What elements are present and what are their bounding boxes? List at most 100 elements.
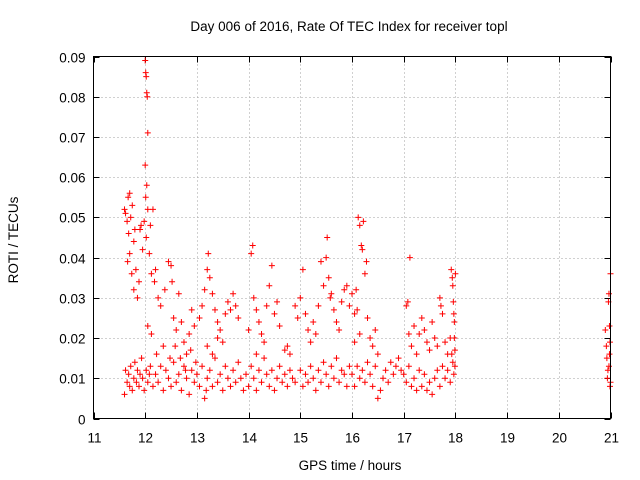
data-point [359, 246, 366, 253]
data-point [135, 278, 142, 285]
data-point [447, 379, 454, 386]
data-point [214, 335, 221, 342]
data-point [248, 363, 255, 370]
data-point [183, 375, 190, 382]
data-point [292, 302, 299, 309]
data-point [206, 274, 213, 281]
x-tick-labels: 11 12 13 14 15 16 17 18 19 20 21 [87, 431, 619, 446]
data-point [157, 302, 164, 309]
data-point [354, 363, 361, 370]
data-point [323, 254, 330, 261]
data-point [274, 298, 281, 305]
data-point [124, 379, 131, 386]
data-point [152, 371, 159, 378]
data-point [315, 367, 322, 374]
data-point [182, 367, 189, 374]
data-point [245, 383, 252, 390]
x-axis-label: GPS time / hours [299, 458, 402, 473]
x-tick-label: 15 [293, 431, 308, 446]
data-point [126, 190, 133, 197]
data-point [168, 262, 175, 269]
y-tick-label: 0.08 [59, 91, 85, 106]
data-point [317, 379, 324, 386]
data-point [205, 250, 212, 257]
data-point [281, 371, 288, 378]
data-point [405, 363, 412, 370]
data-point [144, 322, 151, 329]
data-point [151, 278, 158, 285]
data-point [436, 383, 443, 390]
data-point [364, 314, 371, 321]
data-point [418, 314, 425, 321]
data-point [284, 343, 291, 350]
data-point [132, 266, 139, 273]
data-point [173, 379, 180, 386]
data-point [312, 387, 319, 394]
data-point [330, 375, 337, 382]
data-point [312, 331, 319, 338]
data-point [178, 318, 185, 325]
y-tick-label: 0.06 [59, 171, 85, 186]
data-point [203, 387, 210, 394]
data-point [359, 367, 366, 374]
data-point [149, 383, 156, 390]
y-tick-labels: 0 0.01 0.02 0.03 0.04 0.05 0.06 0.07 0.08 0.09 [59, 51, 86, 428]
data-point [302, 371, 309, 378]
data-point [431, 335, 438, 342]
x-tick-label: 13 [190, 431, 205, 446]
data-point [222, 310, 229, 317]
data-point [333, 355, 340, 362]
data-point [137, 226, 144, 233]
data-point [157, 363, 164, 370]
data-point [180, 363, 187, 370]
data-point [253, 351, 260, 358]
data-point [356, 222, 363, 229]
data-point [343, 282, 350, 289]
data-point [276, 322, 283, 329]
data-point [147, 222, 154, 229]
data-point [323, 371, 330, 378]
data-point [297, 367, 304, 374]
data-point [292, 379, 299, 386]
data-point [131, 226, 138, 233]
data-point [416, 367, 423, 374]
data-point [243, 371, 250, 378]
data-point [408, 343, 415, 350]
data-point [603, 355, 610, 362]
data-point [299, 383, 306, 390]
data-point [177, 355, 184, 362]
data-point [324, 234, 331, 241]
data-point [160, 343, 167, 350]
data-point [183, 351, 190, 358]
data-point [413, 387, 420, 394]
data-point [411, 375, 418, 382]
data-point [214, 379, 221, 386]
data-point [232, 379, 239, 386]
data-point [392, 363, 399, 370]
data-point [364, 359, 371, 366]
y-tick-label: 0.02 [59, 332, 85, 347]
data-point [448, 266, 455, 273]
data-point [142, 69, 149, 76]
data-point [188, 306, 195, 313]
data-point [143, 89, 150, 96]
data-point [160, 387, 167, 394]
data-point [281, 347, 288, 354]
data-point [128, 270, 135, 277]
data-point [442, 339, 449, 346]
data-point [297, 294, 304, 301]
plot-frame [93, 56, 611, 419]
data-point [416, 331, 423, 338]
data-point [263, 371, 270, 378]
data-point [604, 375, 611, 382]
data-point [307, 363, 314, 370]
x-tick-label: 12 [138, 431, 153, 446]
data-point [302, 310, 309, 317]
data-point [380, 375, 387, 382]
x-tick-label: 16 [345, 431, 360, 446]
data-point [451, 347, 458, 354]
data-point [204, 375, 211, 382]
data-point [404, 298, 411, 305]
data-point [258, 379, 265, 386]
chart-title: Day 006 of 2016, Rate Of TEC Index for r… [190, 19, 507, 34]
